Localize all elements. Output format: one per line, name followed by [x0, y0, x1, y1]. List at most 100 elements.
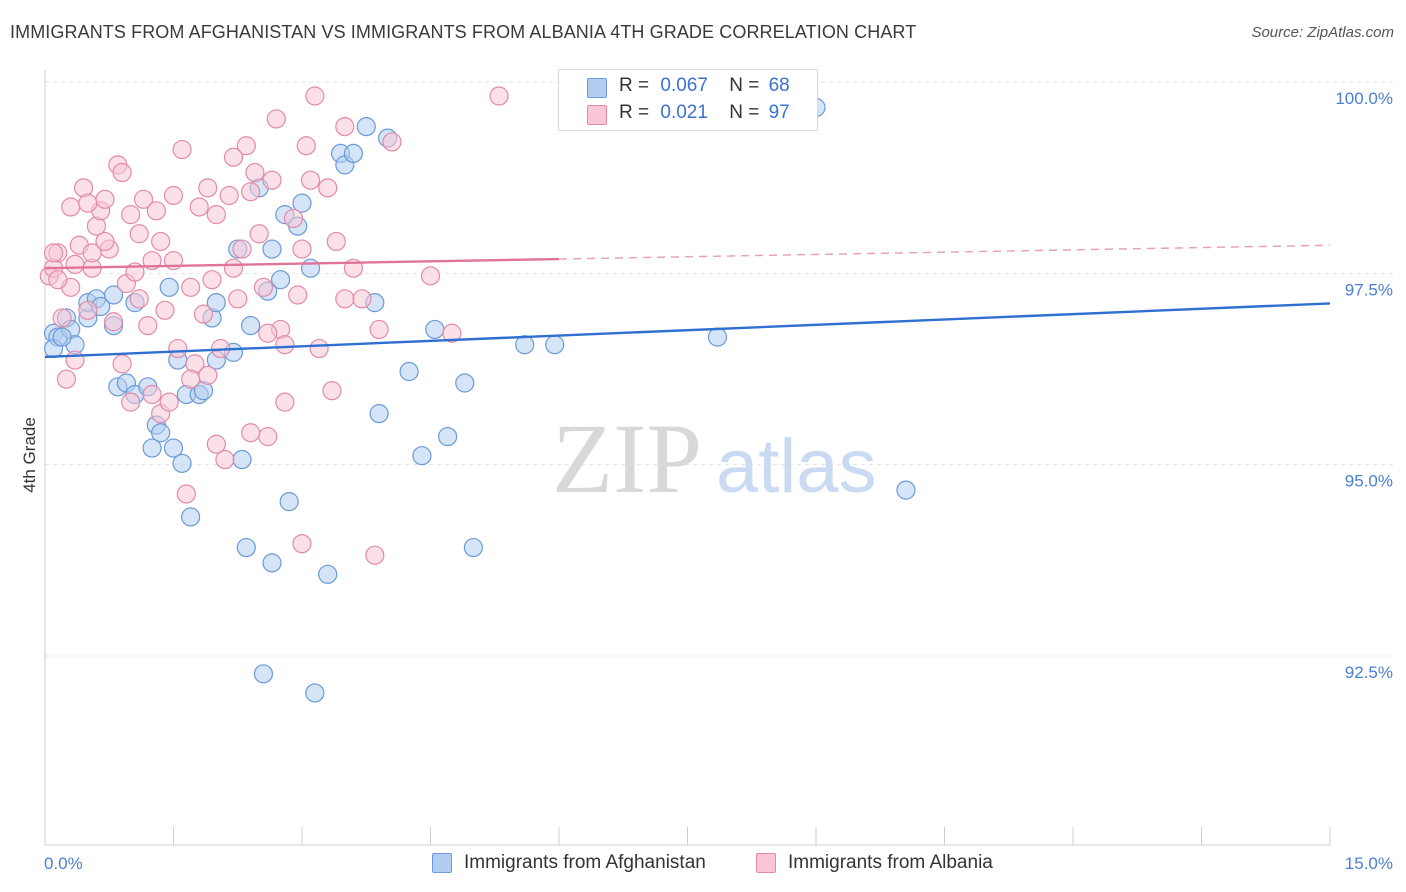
point-albania: [189, 197, 209, 217]
point-albania: [95, 189, 115, 209]
point-albania: [232, 239, 252, 259]
point-albania: [112, 354, 132, 374]
point-albania: [241, 423, 261, 443]
point-albania: [266, 109, 286, 129]
point-afghanistan: [142, 438, 162, 458]
point-albania: [309, 338, 329, 359]
watermark: ZIP atlas: [552, 403, 877, 514]
point-albania: [326, 231, 346, 252]
point-albania: [420, 266, 441, 286]
point-afghanistan: [399, 361, 419, 382]
point-albania: [223, 258, 244, 278]
point-albania: [133, 189, 154, 209]
point-albania: [163, 185, 184, 206]
points-albania: [39, 86, 509, 565]
point-albania: [181, 369, 201, 389]
y-tick-label: 100.0%: [1335, 89, 1393, 108]
point-albania: [61, 197, 81, 217]
point-albania: [335, 289, 355, 309]
legend-swatch-afghanistan: [587, 78, 607, 98]
point-afghanistan: [163, 438, 184, 458]
point-afghanistan: [455, 373, 475, 393]
point-afghanistan: [151, 423, 171, 443]
bottom-legend-albania: Immigrants from Albania: [756, 852, 993, 874]
point-albania: [168, 338, 188, 359]
watermark-zip: ZIP: [552, 403, 702, 514]
point-albania: [48, 270, 68, 290]
point-albania: [172, 139, 192, 160]
point-albania: [283, 208, 304, 229]
point-afghanistan: [52, 327, 72, 347]
chart-title: IMMIGRANTS FROM AFGHANISTAN VS IMMIGRANT…: [10, 22, 917, 42]
y-axis-labels: 100.0% 97.5% 95.0% 92.5%: [1335, 89, 1393, 682]
legend-n-label: N =: [729, 102, 760, 123]
point-albania: [292, 239, 312, 259]
x-tick-label-min: 0.0%: [44, 854, 83, 873]
point-afghanistan: [270, 270, 291, 290]
point-afghanistan: [292, 193, 312, 213]
watermark-atlas: atlas: [716, 424, 877, 509]
bottom-legend-afghanistan: Immigrants from Afghanistan: [432, 852, 706, 874]
point-albania: [215, 449, 235, 470]
point-afghanistan: [206, 293, 226, 313]
point-albania: [151, 231, 171, 252]
point-albania: [288, 285, 308, 305]
y-tick-label: 92.5%: [1345, 663, 1393, 682]
point-albania: [82, 243, 102, 263]
point-afghanistan: [425, 319, 445, 340]
point-albania: [198, 178, 218, 198]
point-albania: [322, 381, 342, 401]
point-afghanistan: [343, 143, 363, 163]
x-axis: 0.0% 15.0%: [44, 70, 1393, 873]
legend-r-value-albania: 0.021: [660, 102, 708, 123]
point-afghanistan: [545, 335, 565, 355]
point-afghanistan: [438, 426, 458, 447]
point-albania: [129, 224, 149, 244]
trend-line-albania-extension: [558, 244, 1331, 260]
point-albania: [103, 312, 124, 332]
point-albania: [228, 289, 248, 309]
point-albania: [318, 178, 338, 198]
point-afghanistan: [515, 335, 535, 355]
point-albania: [275, 335, 295, 355]
point-albania: [121, 205, 141, 225]
point-albania: [489, 86, 509, 106]
point-albania: [369, 319, 389, 340]
point-afghanistan: [253, 664, 274, 684]
point-afghanistan: [412, 446, 432, 466]
chart-source: Source: ZipAtlas.com: [1251, 24, 1394, 41]
legend-n-value-afghanistan: 68: [768, 75, 790, 96]
point-afghanistan: [279, 492, 299, 512]
point-albania: [176, 484, 196, 504]
point-afghanistan: [369, 404, 389, 424]
point-afghanistan: [241, 316, 261, 336]
point-afghanistan: [896, 480, 916, 500]
point-albania: [241, 182, 261, 202]
point-albania: [78, 193, 98, 213]
point-albania: [305, 86, 325, 106]
point-afghanistan: [463, 537, 483, 558]
legend-r-label: R =: [619, 102, 650, 123]
point-albania: [382, 132, 402, 152]
point-afghanistan: [707, 327, 728, 347]
point-albania: [159, 392, 179, 412]
point-afghanistan: [305, 683, 325, 703]
point-albania: [112, 162, 132, 183]
point-albania: [43, 243, 64, 263]
bottom-legend-label-albania: Immigrants from Albania: [788, 852, 993, 873]
point-albania: [65, 254, 85, 274]
y-tick-label: 95.0%: [1345, 472, 1393, 491]
bottom-legend-swatch-albania: [756, 853, 776, 873]
point-albania: [129, 289, 149, 309]
point-albania: [206, 205, 226, 225]
point-albania: [258, 323, 278, 343]
y-axis-title: 4th Grade: [20, 417, 39, 493]
point-albania: [56, 369, 77, 389]
point-albania: [198, 365, 218, 385]
y-tick-label: 97.5%: [1345, 280, 1393, 299]
point-afghanistan: [172, 453, 192, 473]
point-albania: [300, 170, 321, 190]
point-albania: [365, 545, 385, 565]
point-albania: [258, 426, 278, 447]
